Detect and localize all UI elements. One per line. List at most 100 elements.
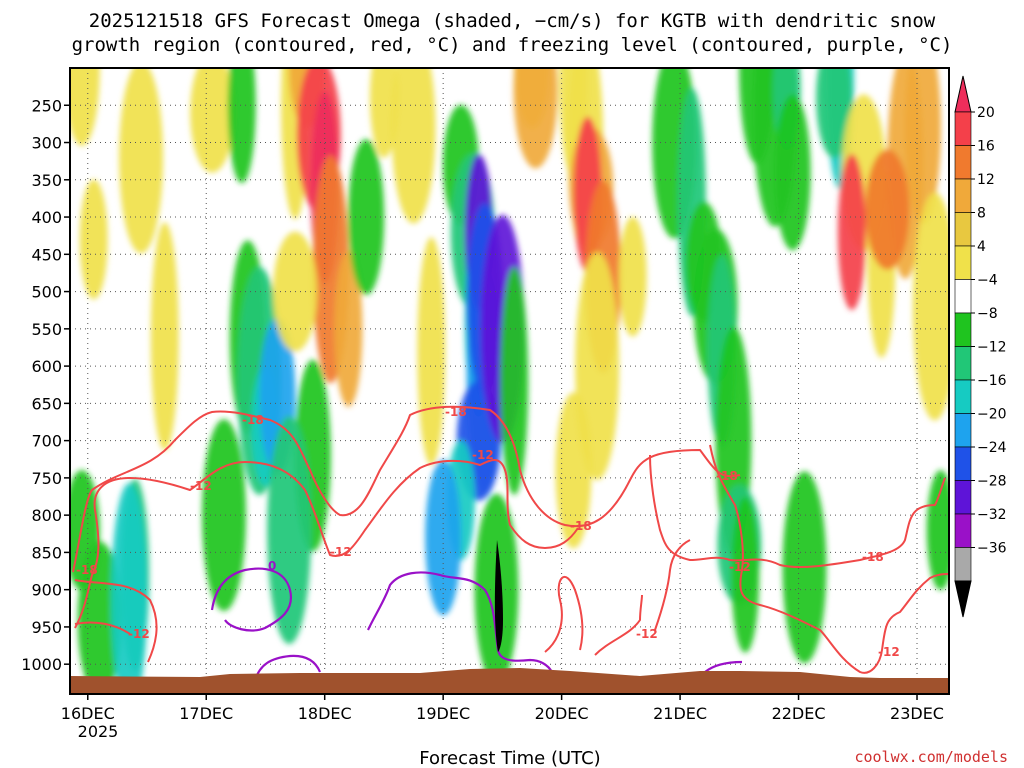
x-tick-label: 19DEC: [416, 704, 470, 723]
colorbar-segment: [954, 145, 972, 180]
contour-label: 0: [268, 559, 276, 573]
y-tick-label: 1000: [21, 655, 62, 674]
y-tick-label: 500: [31, 283, 62, 302]
x-tick-label: 17DEC: [179, 704, 233, 723]
contour-label: -12: [729, 560, 751, 574]
colorbar-segment: [954, 346, 972, 381]
contour-label: -18: [716, 469, 738, 483]
contour-label: -12: [128, 627, 150, 641]
contour-label: -12: [636, 627, 658, 641]
omega-cell: [190, 68, 235, 173]
y-tick-label: 400: [31, 208, 62, 227]
colorbar-segment: [954, 379, 972, 414]
contour-label: -18: [862, 550, 884, 564]
y-tick-label: 900: [31, 581, 62, 600]
colorbar-segment: [954, 413, 972, 448]
colorbar-label: −8: [977, 306, 998, 322]
omega-cell: [425, 459, 462, 616]
dgz-contour-lower-b: [74, 621, 131, 635]
freezing-level-bottom-left: [253, 654, 322, 681]
credit-text: coolwx.com/models: [854, 748, 1008, 766]
colorbar-segment: [954, 513, 972, 548]
omega-cell: [555, 392, 592, 549]
colorbar-label: 4: [977, 239, 986, 255]
colorbar-segment: [954, 245, 972, 280]
y-tick-label: 650: [31, 394, 62, 413]
y-tick-label: 350: [31, 171, 62, 190]
dgz-contour-minus12-a: [74, 459, 579, 629]
colorbar-segment: [954, 212, 972, 247]
omega-cell: [837, 153, 866, 310]
colorbar-bottom-arrow: [954, 580, 972, 618]
x-tick-label: 18DEC: [298, 704, 352, 723]
colorbar-segment: [954, 547, 972, 582]
y-tick-label: 250: [31, 96, 62, 115]
colorbar-label: −36: [977, 541, 1007, 557]
omega-cell: [865, 149, 910, 270]
y-tick-label: 600: [31, 357, 62, 376]
x-axis: 16DEC 17DEC 18DEC 19DEC 20DEC 21DEC 22DEC 23DEC: [61, 694, 944, 723]
omega-cell: [774, 94, 811, 251]
y-tick-label: 750: [31, 469, 62, 488]
dgz-contour-right-b: [649, 454, 946, 569]
omega-core-black: [494, 540, 503, 652]
x-tick-label: 16DEC: [61, 704, 115, 723]
y-tick-label: 800: [31, 506, 62, 525]
omega-cell: [816, 68, 853, 158]
colorbar-segment: [954, 446, 972, 481]
contour-label: -18: [242, 413, 264, 427]
y-tick-label: 850: [31, 543, 62, 562]
colorbar-label: −24: [977, 440, 1007, 456]
colorbar-label: −16: [977, 373, 1007, 389]
dgz-contour-right-a: [594, 594, 643, 656]
colorbar-label: 8: [977, 206, 986, 222]
y-axis: 250 300 350 400 450 500 550 600 650 700 750 800 850 9…: [21, 96, 70, 674]
omega-shading: [70, 68, 949, 694]
colorbar-segment: [954, 178, 972, 213]
omega-cell: [912, 192, 949, 421]
omega-cell: [618, 216, 647, 337]
dgz-contour-minus18-a: [72, 405, 741, 573]
colorbar-top-arrow: [954, 75, 972, 113]
colorbar-label: −28: [977, 474, 1007, 490]
omega-cell: [79, 179, 108, 300]
contour-label: -12: [330, 545, 352, 559]
contours: [72, 405, 949, 681]
omega-cell: [391, 68, 436, 224]
omega-cell: [417, 237, 446, 466]
omega-cell: [267, 416, 312, 645]
x-tick-label: 20DEC: [535, 704, 589, 723]
contour-label: -12: [190, 479, 212, 493]
colorbar-label: −32: [977, 507, 1007, 523]
x-tick-label: 21DEC: [653, 704, 707, 723]
omega-cell: [926, 470, 949, 591]
omega-cell: [904, 68, 941, 224]
plot-frame: [69, 67, 950, 695]
omega-cell: [70, 68, 100, 146]
omega-cell: [500, 267, 529, 495]
omega-cell: [77, 541, 122, 694]
freezing-level-right: [704, 660, 743, 673]
omega-cell: [202, 419, 247, 612]
chart-title-line2: growth region (contoured, red, °C) and f…: [72, 34, 953, 56]
y-tick-label: 450: [31, 245, 62, 264]
x-tick-label: 22DEC: [772, 704, 826, 723]
dgz-contour-right-d: [654, 539, 691, 631]
colorbar-segment: [954, 111, 972, 146]
dgz-contour-mid: [544, 576, 584, 653]
omega-cell: [334, 250, 363, 407]
colorbar-segment: [954, 279, 972, 314]
contour-label: -18: [570, 519, 592, 533]
x-axis-label: Forecast Time (UTC): [419, 748, 600, 768]
x-tick-label: 23DEC: [890, 704, 944, 723]
dgz-contour-lower-a: [74, 579, 158, 663]
colorbar-label: −4: [977, 273, 998, 289]
contour-label: -12: [878, 645, 900, 659]
chart-title-line1: 2025121518 GFS Forecast Omega (shaded, −…: [89, 10, 936, 32]
y-tick-label: 550: [31, 320, 62, 339]
x-year-label: 2025: [78, 722, 119, 741]
freezing-level-mid: [367, 571, 553, 673]
omega-cell: [119, 68, 164, 254]
omega-cell: [348, 139, 385, 296]
